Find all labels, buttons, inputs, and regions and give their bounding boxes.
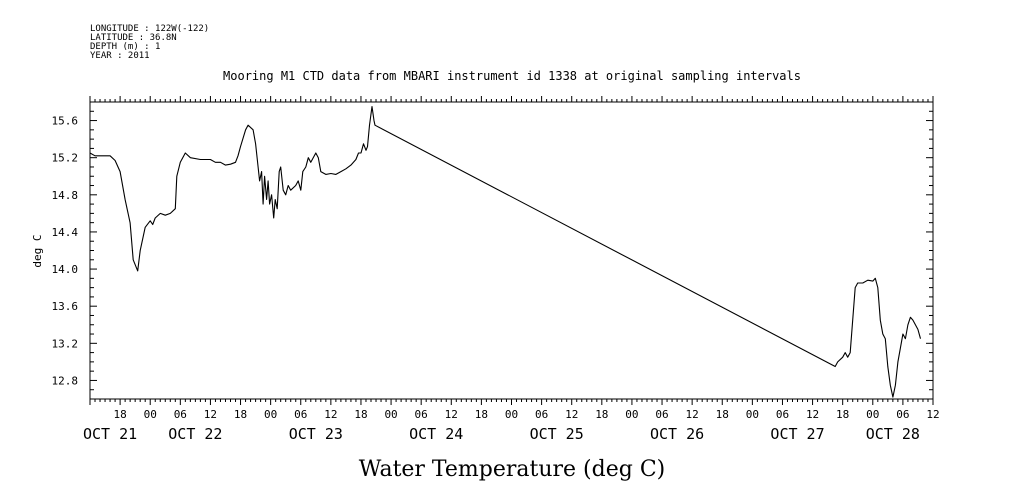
x-tick-labels: 18 00 06 12 18 00 06 12 18 00 06 12 18 00 06 12 18 00 06 12…: [83, 408, 940, 443]
x-hour-label: 06: [415, 408, 428, 421]
x-hour-label: 12: [204, 408, 217, 421]
x-hour-label: 18: [354, 408, 367, 421]
x-hour-label: 12: [565, 408, 578, 421]
x-hour-label: 06: [776, 408, 789, 421]
y-tick-label: 12.8: [52, 374, 79, 387]
y-tick-labels: 12.8 13.2 13.6 14.0 14.4 14.8 15.2 15.6: [52, 115, 79, 388]
x-hour-label: 12: [806, 408, 819, 421]
x-hour-label: 12: [324, 408, 337, 421]
y-tick-label: 15.6: [52, 115, 79, 128]
x-date-label: OCT 27: [770, 425, 824, 443]
y-tick-label: 14.0: [52, 263, 79, 276]
x-hour-label: 18: [836, 408, 849, 421]
x-hour-label: 12: [445, 408, 458, 421]
series-group: [89, 106, 922, 398]
x-date-label: OCT 26: [650, 425, 704, 443]
x-hour-label: 00: [264, 408, 277, 421]
plot-frame: [89, 101, 934, 400]
y-tick-label: 13.6: [52, 300, 79, 313]
y-tick-label: 15.2: [52, 152, 79, 165]
x-date-label: OCT 24: [409, 425, 463, 443]
x-hour-label: 12: [686, 408, 699, 421]
bottom-title: Water Temperature (deg C): [359, 457, 666, 482]
x-hour-label: 00: [505, 408, 518, 421]
x-hour-label: 00: [866, 408, 879, 421]
chart-title: Mooring M1 CTD data from MBARI instrumen…: [223, 69, 801, 83]
x-hour-label: 00: [625, 408, 638, 421]
meta-line-longitude: LONGITUDE : 122W(-122): [90, 24, 209, 34]
y-tick-label: 14.8: [52, 189, 79, 202]
x-hour-label: 06: [294, 408, 307, 421]
x-date-label: OCT 28: [866, 425, 920, 443]
x-hour-label: 18: [475, 408, 488, 421]
y-tick-label: 14.4: [52, 226, 79, 239]
x-hour-label: 18: [716, 408, 729, 421]
x-hour-label: 00: [384, 408, 397, 421]
meta-line-latitude: LATITUDE : 36.8N: [90, 33, 177, 43]
x-hour-label: 06: [896, 408, 909, 421]
x-hour-label: 18: [234, 408, 247, 421]
x-hour-label: 00: [144, 408, 157, 421]
meta-line-year: YEAR : 2011: [90, 51, 150, 61]
x-hour-label: 00: [746, 408, 759, 421]
x-hour-label: 06: [174, 408, 187, 421]
x-hour-label: 18: [595, 408, 608, 421]
x-hour-label: 06: [655, 408, 668, 421]
series-line-0: [89, 106, 922, 398]
x-date-label: OCT 23: [289, 425, 343, 443]
axis-ticks: [89, 96, 934, 405]
x-date-label: OCT 22: [168, 425, 222, 443]
x-date-label: OCT 21: [83, 425, 137, 443]
meta-line-depth: DEPTH (m) : 1: [90, 42, 160, 52]
header-metadata: LONGITUDE : 122W(-122) LATITUDE : 36.8N …: [90, 24, 209, 61]
x-date-label: OCT 25: [530, 425, 584, 443]
x-hour-label: 06: [535, 408, 548, 421]
x-hour-label: 18: [113, 408, 126, 421]
y-tick-label: 13.2: [52, 337, 79, 350]
y-axis-label: deg C: [31, 234, 44, 267]
x-hour-label: 12: [926, 408, 939, 421]
